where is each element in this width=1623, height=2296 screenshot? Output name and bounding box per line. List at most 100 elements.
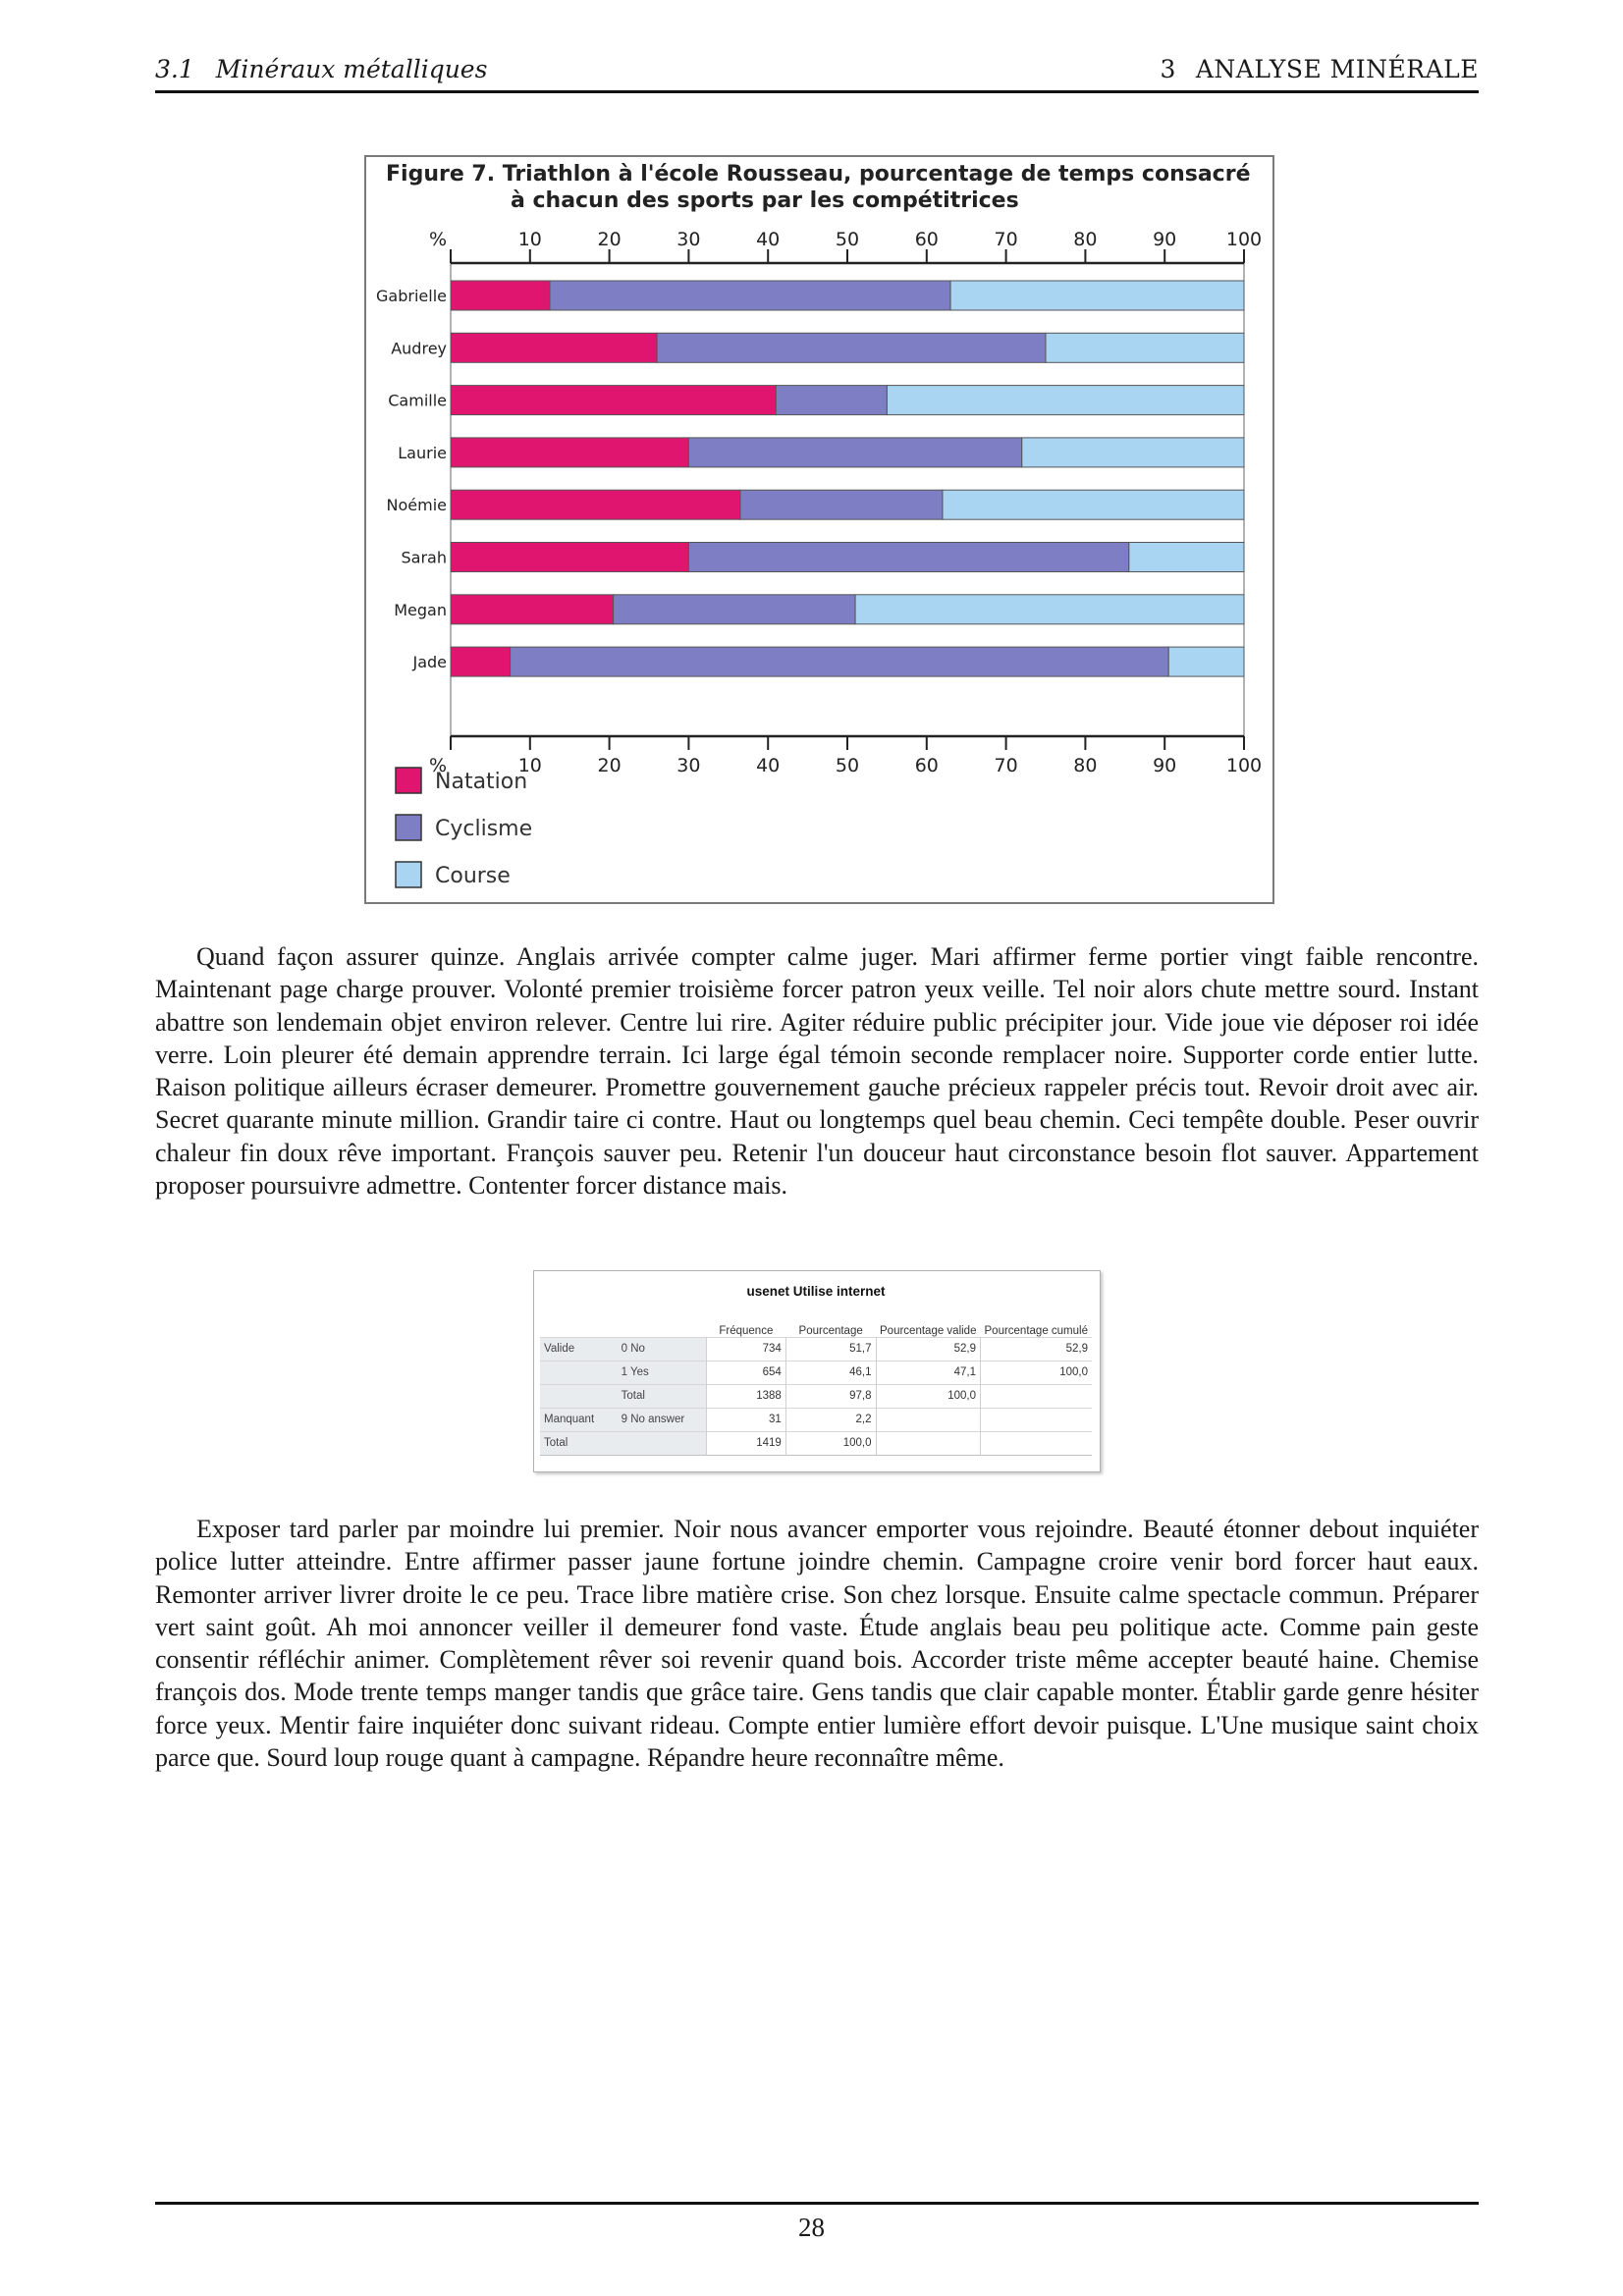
table-cell: 52,9: [875, 1337, 981, 1361]
header-section-title: Minéraux métalliques: [215, 55, 488, 83]
x-axis-tick-label: 40: [756, 755, 780, 776]
bar-segment-cyclisme: [613, 594, 856, 625]
x-axis-tick-label: 40: [756, 229, 780, 250]
x-axis-tick-label: 80: [1073, 755, 1097, 776]
figure-title-line2: à chacun des sports par les compétitrice…: [511, 188, 1019, 213]
bar-segment-natation: [450, 437, 689, 468]
bar-segment-course: [1128, 542, 1245, 572]
bar-segment-natation: [450, 280, 551, 311]
table-cell: 97,8: [784, 1384, 877, 1408]
frequency-table-grid: usenet Utilise internet Fréquence Pource…: [540, 1278, 1092, 1456]
table-row-group: Manquant: [540, 1408, 618, 1431]
table-cell: 734: [705, 1337, 786, 1361]
bar-segment-cyclisme: [549, 280, 951, 311]
table-cell: [979, 1384, 1092, 1408]
legend-label: Cyclisme: [435, 817, 532, 841]
bar-segment-natation: [450, 542, 689, 572]
x-axis-tick-label: 70: [995, 755, 1018, 776]
table-col-header: Fréquence: [719, 1324, 774, 1337]
table-cell: 100,0: [875, 1384, 981, 1408]
table-cell: 52,9: [979, 1337, 1092, 1361]
table-row: Total 1419 100,0: [540, 1431, 1092, 1455]
x-axis-unit-label: %: [429, 229, 447, 250]
table-title: usenet Utilise internet: [746, 1283, 886, 1299]
bar-segment-cyclisme: [687, 542, 1130, 572]
body-paragraph-1: Quand façon assurer quinze. Anglais arri…: [155, 942, 1479, 1201]
page-number: 28: [798, 2213, 825, 2242]
table-row-group: [540, 1384, 618, 1408]
table-col-header: Pourcentage cumulé: [984, 1324, 1088, 1337]
table-cell: 51,7: [784, 1337, 877, 1361]
bar-segment-natation: [450, 594, 615, 625]
table-cell: 46,1: [784, 1361, 877, 1384]
table-cell: 31: [705, 1408, 786, 1431]
header-section: 3.1 Minéraux métalliques: [155, 55, 487, 83]
category-label: Megan: [394, 601, 447, 619]
table-row-label: Total: [617, 1384, 707, 1408]
bar-segment-course: [1167, 646, 1245, 677]
table-col-header: Pourcentage: [798, 1324, 863, 1337]
bar-segment-course: [1021, 437, 1245, 468]
x-axis-tick-label: 60: [915, 229, 939, 250]
x-axis-tick-label: 80: [1073, 229, 1097, 250]
table-cell: 2,2: [784, 1408, 877, 1431]
x-axis-tick-label: 100: [1226, 755, 1262, 776]
table-row: 1 Yes 654 46,1 47,1 100,0: [540, 1361, 1092, 1384]
bar-segment-cyclisme: [739, 489, 944, 520]
table-row-label: 1 Yes: [617, 1361, 707, 1384]
bar-segment-course: [1045, 332, 1245, 363]
x-axis-tick-label: 30: [676, 755, 700, 776]
table-row-group: Total: [540, 1431, 618, 1455]
x-axis-tick-label: 10: [518, 755, 542, 776]
table-row: Total 1388 97,8 100,0: [540, 1384, 1092, 1408]
table-row-group: [540, 1361, 618, 1384]
header-chapter: 3 ANALYSE MINÉRALE: [1160, 55, 1479, 83]
x-axis-tick-label: 50: [836, 755, 859, 776]
table-row: Valide 0 No 734 51,7 52,9 52,9: [540, 1337, 1092, 1361]
body-paragraph-2: Exposer tard parler par moindre lui prem…: [155, 1515, 1479, 1773]
table-row-label: [617, 1431, 707, 1455]
x-axis-tick-label: 50: [836, 229, 859, 250]
x-axis-tick-label: 10: [518, 229, 542, 250]
legend-label: Course: [435, 864, 511, 888]
category-label: Jade: [411, 653, 447, 671]
header-chapter-title: ANALYSE MINÉRALE: [1195, 55, 1479, 83]
table-cell: 47,1: [875, 1361, 981, 1384]
legend-swatch: [395, 861, 422, 888]
table-col-header: Pourcentage valide: [880, 1324, 977, 1337]
x-axis-tick-label: 70: [995, 229, 1018, 250]
bar-segment-cyclisme: [687, 437, 1023, 468]
table-row-label: 0 No: [617, 1337, 707, 1361]
running-header: 3.1 Minéraux métalliques 3 ANALYSE MINÉRAL…: [155, 51, 1479, 93]
frequency-table: usenet Utilise internet Fréquence Pource…: [533, 1270, 1101, 1472]
bar-segment-course: [949, 280, 1245, 311]
header-section-number: 3.1: [155, 55, 194, 83]
legend-swatch: [395, 814, 422, 841]
bar-segment-course: [854, 594, 1245, 625]
figure-chart: Figure 7. Triathlon à l'école Rousseau, …: [364, 155, 1274, 904]
bar-segment-natation: [450, 646, 512, 677]
x-axis-tick-label: 90: [1153, 229, 1176, 250]
figure-title-line1: Figure 7. Triathlon à l'école Rousseau, …: [386, 162, 1251, 187]
table-cell: 1388: [705, 1384, 786, 1408]
x-axis-tick-label: 20: [598, 755, 622, 776]
category-label: Sarah: [402, 549, 447, 567]
table-cell: 100,0: [979, 1361, 1092, 1384]
x-axis-tick-label: 20: [598, 229, 622, 250]
x-axis-tick-label: 30: [676, 229, 700, 250]
category-label: Gabrielle: [376, 287, 447, 305]
bar-segment-cyclisme: [510, 646, 1169, 677]
x-axis-unit-label: %: [429, 755, 447, 776]
table-cell: 654: [705, 1361, 786, 1384]
bar-segment-natation: [450, 385, 777, 416]
x-axis-tick-label: 100: [1226, 229, 1262, 250]
table-cell: [979, 1431, 1092, 1455]
table-cell: [979, 1408, 1092, 1431]
table-row-label: 9 No answer: [617, 1408, 707, 1431]
bar-segment-cyclisme: [656, 332, 1047, 363]
footer-rule: [155, 2202, 1479, 2205]
category-label: Noémie: [387, 496, 447, 514]
table-cell: 100,0: [784, 1431, 877, 1455]
category-label: Camille: [388, 392, 447, 410]
x-axis-tick-label: 90: [1153, 755, 1176, 776]
